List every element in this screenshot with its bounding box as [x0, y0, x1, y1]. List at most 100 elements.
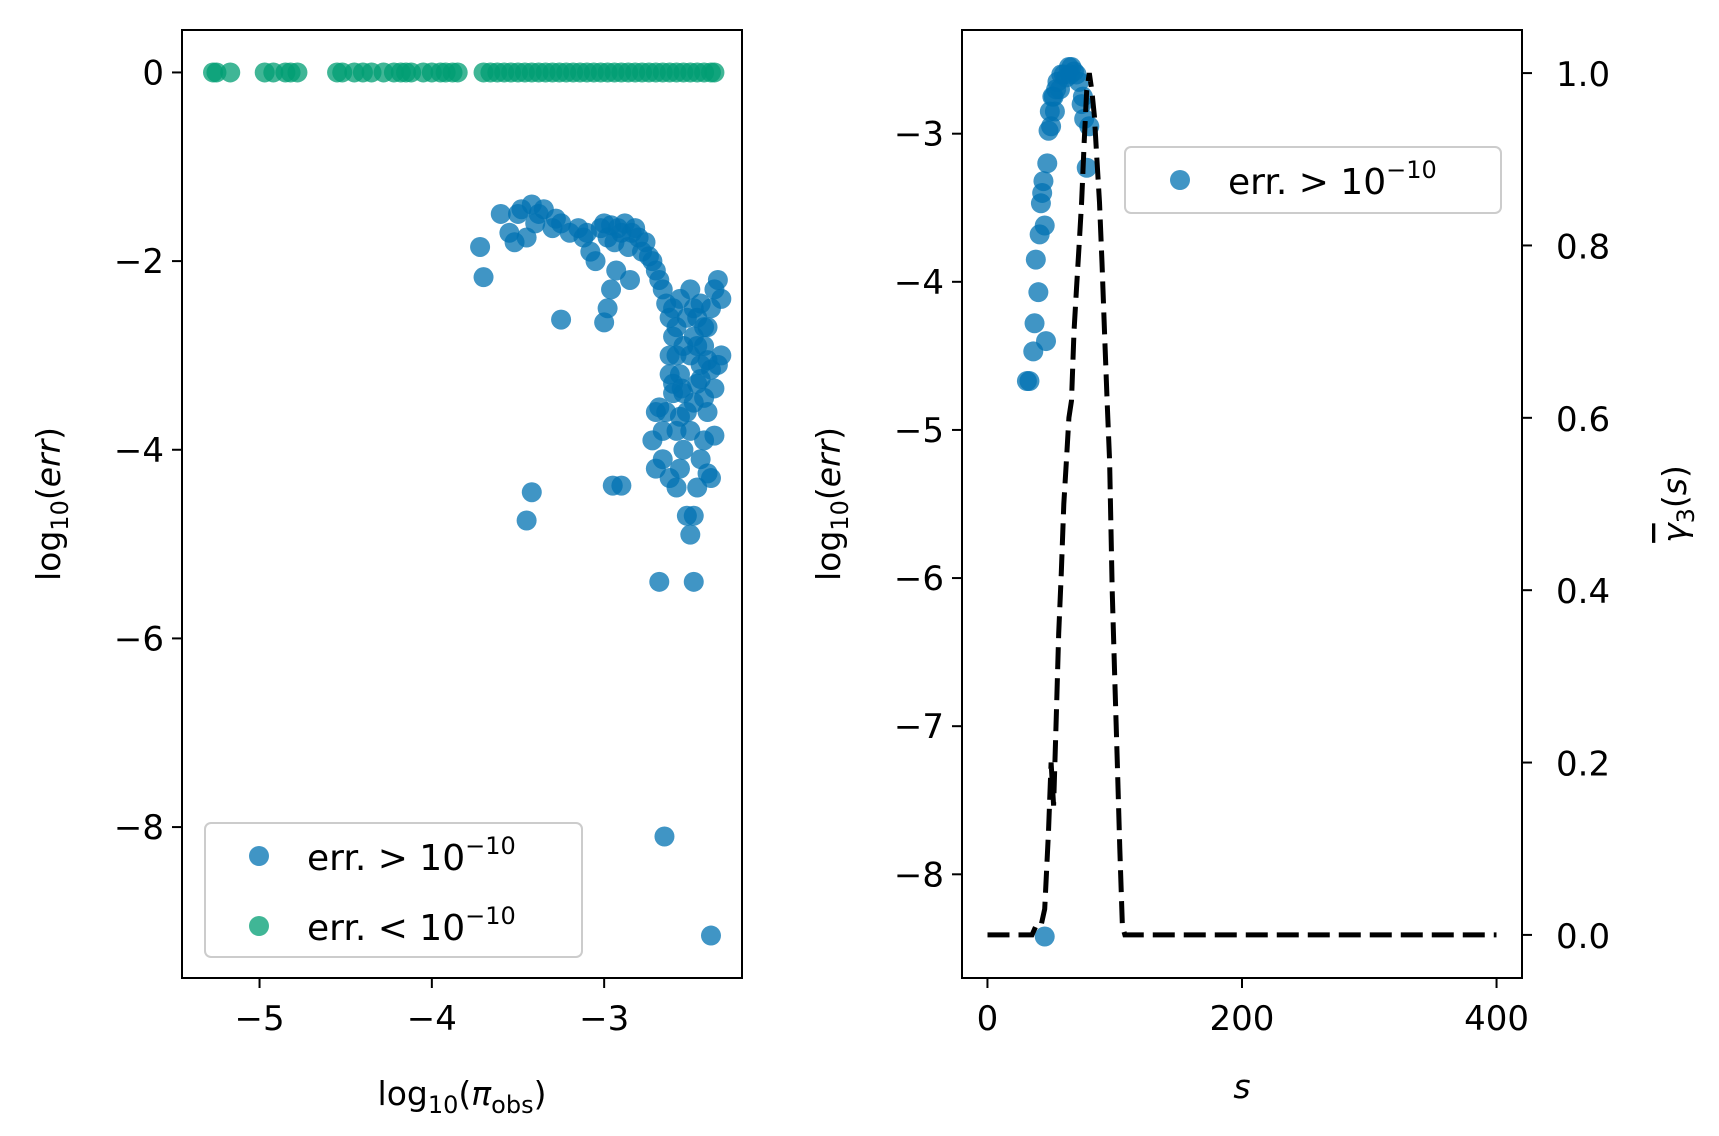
point-err-above [687, 336, 708, 356]
right-y2-ticks: 0.0 0.2 0.4 0.6 0.8 1.0 [1522, 55, 1610, 957]
y-tick-label: −3 [894, 115, 944, 155]
point-err-above [473, 267, 494, 288]
left-legend-box [204, 822, 583, 958]
point-err-below [206, 62, 227, 83]
x-tick-label: −5 [234, 999, 284, 1039]
x-tick-label: 200 [1210, 999, 1275, 1039]
point-err-above [690, 369, 711, 390]
point-err-above [700, 925, 721, 946]
point-err-above [671, 378, 692, 399]
series-gamma-line [987, 72, 1497, 938]
x-tick-label: 400 [1464, 999, 1529, 1039]
point-err-below [447, 62, 468, 83]
left-legend: err. > 10−10 err. < 10−10 [204, 822, 583, 958]
point-err-above-s [1019, 371, 1040, 392]
right-legend-label-above: err. > 10−10 [1228, 156, 1437, 203]
y-tick-label: −7 [894, 707, 944, 747]
point-err-above-s [1033, 171, 1054, 192]
point-err-above [694, 317, 715, 338]
point-err-above [642, 430, 663, 451]
y-tick-label: −8 [894, 855, 944, 895]
left-y-axis-label: log10(err) [29, 427, 74, 581]
y2-tick-label: 0.0 [1556, 917, 1610, 957]
point-err-above-s [1036, 331, 1056, 352]
left-x-axis-label: log10(πobs) [378, 1074, 547, 1119]
right-legend-box [1124, 146, 1502, 214]
point-err-above [516, 510, 537, 531]
point-err-above-s [1028, 282, 1049, 303]
left-legend-label-below: err. < 10−10 [307, 902, 516, 949]
point-err-above [683, 298, 704, 319]
point-err-above [470, 236, 491, 257]
point-err-below [704, 62, 725, 83]
y-tick-label: −6 [894, 559, 944, 599]
right-legend-marker-above [1170, 170, 1190, 190]
point-err-above [490, 203, 511, 224]
point-err-above [611, 475, 632, 496]
y2-tick-label: 0.6 [1556, 400, 1610, 440]
y2-tick-label: 0.4 [1556, 572, 1610, 612]
point-err-above-s [1034, 215, 1055, 236]
y-tick-label: −5 [894, 411, 944, 451]
point-err-above [585, 251, 606, 272]
point-err-above [666, 477, 687, 498]
point-err-above [645, 402, 666, 423]
point-err-above-s [1034, 926, 1055, 947]
point-err-above [654, 826, 675, 847]
right-panel: 0 200 400 −3−4−5−6−7−8 0.00.20.40.60.81.0 … [809, 29, 1700, 1106]
right-y-ticks: −3 −4 −5 −6 −7 −8 [894, 115, 962, 895]
y-tick-label: 0 [142, 53, 164, 93]
y-tick-label: −8 [114, 808, 164, 848]
point-err-above [697, 402, 718, 423]
right-x-ticks: 0 200 400 [977, 978, 1529, 1039]
left-y-ticks: 0 −2 −4 −6 −8 [114, 53, 182, 848]
point-err-above [659, 345, 680, 366]
point-err-above-s [1044, 101, 1065, 122]
point-err-above [711, 288, 732, 309]
left-plot-frame [181, 29, 743, 979]
left-legend-label-above: err. > 10−10 [307, 832, 516, 879]
point-err-above [601, 279, 622, 300]
left-legend-marker-above [249, 846, 269, 866]
point-err-above [700, 468, 721, 489]
point-err-above [551, 309, 572, 330]
y2-tick-label: 0.2 [1556, 745, 1610, 785]
x-tick-label: −3 [579, 999, 629, 1039]
y-tick-label: −2 [114, 242, 164, 282]
x-tick-label: −4 [407, 999, 457, 1039]
point-err-above [673, 439, 694, 460]
left-legend-marker-below [249, 916, 269, 936]
point-err-above-s [1076, 157, 1097, 178]
point-err-above [669, 458, 690, 479]
right-x-axis-label: s [1233, 1067, 1250, 1106]
left-panel: −5 −4 −3 0−2−4−6−8 log10(πobs) log10(err) … [29, 29, 743, 1119]
point-err-above [683, 505, 704, 526]
point-err-above [704, 425, 725, 446]
point-err-above-s [1024, 313, 1045, 334]
series-err-above [470, 194, 732, 946]
point-err-below [287, 62, 308, 83]
point-err-above [711, 345, 732, 366]
right-legend: err. > 10−10 [1124, 146, 1502, 214]
right-y2-axis-label: γ3(s) [1655, 465, 1700, 543]
x-tick-label: 0 [977, 999, 999, 1039]
point-err-above [597, 298, 618, 319]
point-err-above [683, 571, 704, 592]
series-err-above-s [1016, 57, 1100, 947]
right-y-axis-label: log10(err) [809, 427, 854, 581]
point-err-above-s [1072, 86, 1093, 107]
y2-tick-label: 0.8 [1556, 227, 1610, 267]
y-tick-label: −4 [894, 263, 944, 303]
point-err-above [707, 269, 728, 290]
left-x-ticks: −5 −4 −3 [234, 978, 629, 1039]
point-err-below [220, 62, 241, 83]
y-tick-label: −4 [114, 431, 164, 471]
point-err-above [680, 279, 701, 300]
y2-tick-label: 1.0 [1556, 55, 1610, 95]
point-err-above [649, 571, 670, 592]
point-err-above [666, 420, 687, 441]
y-tick-label: −6 [114, 619, 164, 659]
series-err-below [203, 62, 725, 83]
point-err-above [521, 482, 542, 503]
